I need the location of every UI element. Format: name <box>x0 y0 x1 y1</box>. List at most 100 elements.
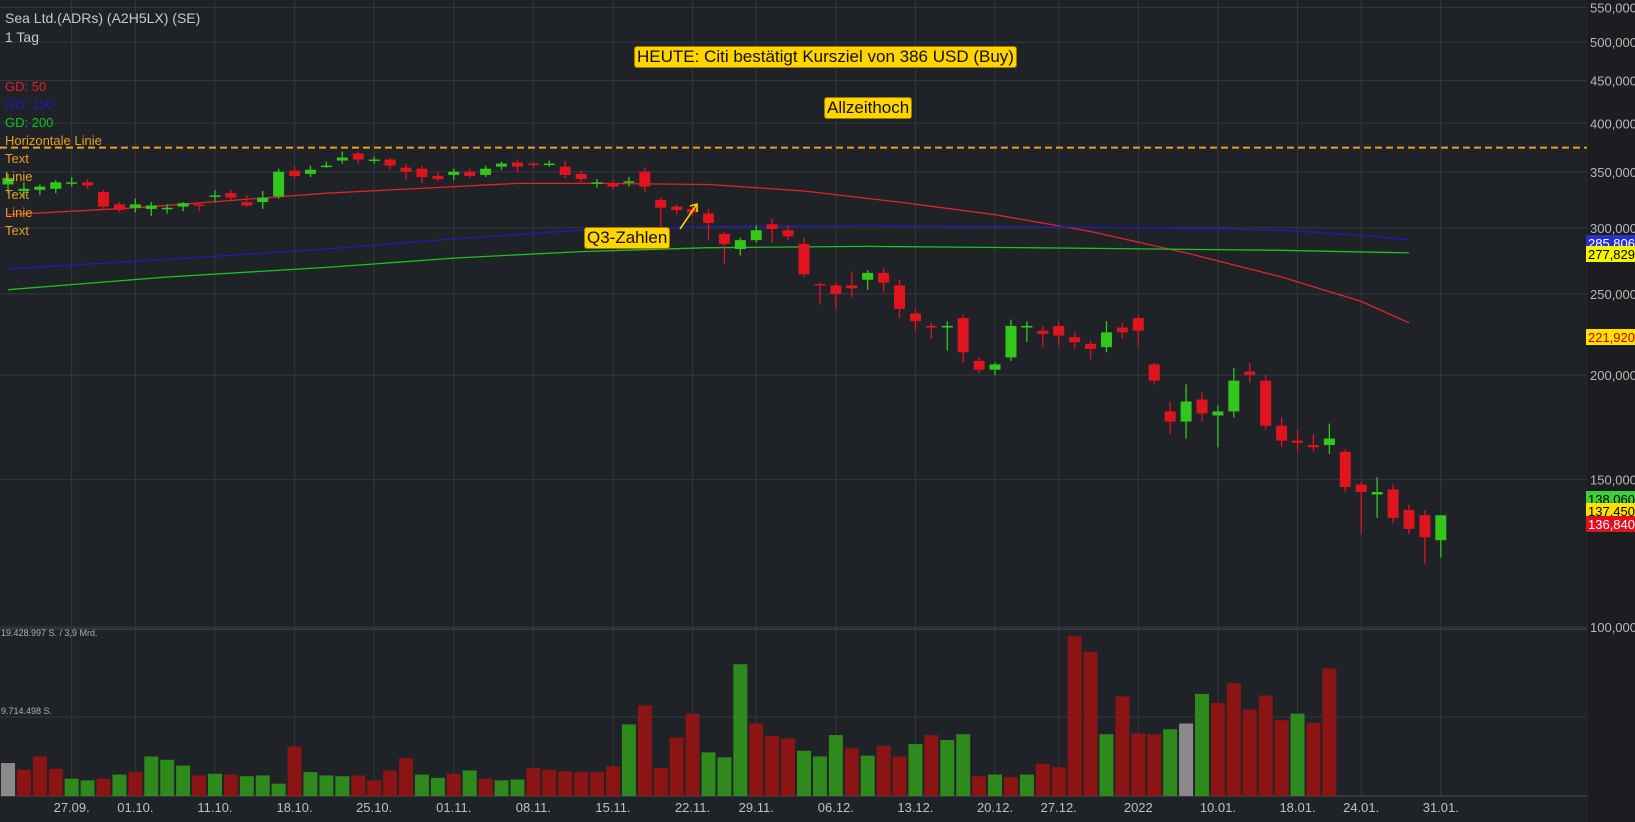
y-tick-label: 350,000 <box>1590 165 1635 180</box>
volume-bar <box>1179 723 1194 796</box>
candle-body <box>718 233 730 244</box>
legend-item: Text <box>5 187 29 202</box>
volume-bar <box>1067 636 1082 796</box>
candle-body <box>1260 380 1272 426</box>
candle-body <box>909 313 921 322</box>
volume-bar <box>685 713 700 796</box>
chart-title: Sea Ltd.(ADRs) (A2H5LX) (SE) <box>5 10 201 26</box>
candle-body <box>973 360 985 370</box>
candle-body <box>496 163 508 167</box>
volume-bar <box>351 775 366 796</box>
volume-bar <box>1051 767 1066 796</box>
volume-bar <box>669 737 684 796</box>
candle-body <box>575 173 587 180</box>
candle-body <box>1419 515 1431 538</box>
candle-body <box>941 325 953 328</box>
volume-bar <box>16 769 31 796</box>
candle-body <box>193 204 205 206</box>
x-tick-label: 24.01. <box>1343 800 1379 815</box>
volume-bar <box>462 770 477 796</box>
x-tick-label: 31.01. <box>1423 800 1459 815</box>
volume-bar <box>494 780 509 796</box>
candle-body <box>320 165 332 168</box>
volume-bar <box>812 756 827 796</box>
volume-bar <box>605 766 620 796</box>
volume-bar <box>255 775 270 796</box>
candle-body <box>1196 399 1208 414</box>
candle-body <box>989 364 1001 370</box>
volume-bar <box>96 778 111 796</box>
candle-body <box>1292 440 1304 443</box>
volume-bar <box>956 734 971 796</box>
volume-bar <box>1226 683 1241 796</box>
volume-bar <box>160 759 175 796</box>
candle-body <box>1164 411 1176 422</box>
candle-body <box>257 197 269 203</box>
candle-body <box>1371 491 1383 495</box>
x-tick-label: 25.10. <box>356 800 392 815</box>
volume-bar <box>972 776 987 796</box>
candle-body <box>591 182 603 184</box>
candle-body <box>82 182 94 186</box>
y-tick-label: 450,000 <box>1590 73 1635 88</box>
candle-body <box>129 204 141 208</box>
annotation-box: Q3-Zahlen <box>584 227 671 249</box>
price-axis-background <box>1588 0 1635 822</box>
volume-bar <box>1099 734 1114 796</box>
candle-body <box>1069 337 1081 343</box>
volume-mid-label: 9.714.498 S. <box>1 706 52 716</box>
candle-body <box>336 157 348 161</box>
annotation-arrow <box>679 203 698 230</box>
candle-body <box>862 272 874 280</box>
volume-bar <box>32 756 47 796</box>
candle-body <box>925 325 937 328</box>
candle-body <box>1037 330 1049 334</box>
volume-max-label: 19.428.997 S. / 3,9 Mrd. <box>1 628 98 638</box>
price-tag-box <box>1586 516 1635 532</box>
x-tick-label: 27.12. <box>1041 800 1077 815</box>
candle-body <box>432 175 444 180</box>
volume-bar <box>574 772 589 796</box>
volume-bar <box>717 757 732 796</box>
candle-body <box>161 207 173 210</box>
volume-bar <box>765 735 780 796</box>
candle-body <box>1053 325 1065 336</box>
candle-body <box>1212 411 1224 416</box>
candle-body <box>798 243 810 275</box>
annotation-box: Allzeithoch <box>824 97 913 119</box>
volume-bar <box>192 775 207 796</box>
volume-bar <box>860 755 875 796</box>
candle-body <box>50 182 62 189</box>
volume-bar <box>1322 668 1337 796</box>
volume-bar <box>1306 722 1321 796</box>
candle-body <box>1228 380 1240 412</box>
candle-body <box>702 213 714 223</box>
x-tick-label: 13.12. <box>897 800 933 815</box>
volume-bar <box>828 735 843 796</box>
candle-body <box>1276 425 1288 441</box>
y-tick-label: 150,000 <box>1590 473 1635 488</box>
volume-bar <box>637 705 652 796</box>
candle-body <box>480 168 492 175</box>
candle-body <box>639 171 651 187</box>
volume-bar <box>621 724 636 796</box>
candle-body <box>1339 451 1351 488</box>
y-tick-label: 100,000 <box>1590 620 1635 635</box>
volume-bar <box>64 778 79 796</box>
annotation-box: HEUTE: Citi bestätigt Kursziel von 386 U… <box>634 46 1017 68</box>
candle-body <box>145 205 157 209</box>
y-tick-label: 200,000 <box>1590 368 1635 383</box>
candle-body <box>543 163 555 166</box>
volume-bar <box>1003 777 1018 796</box>
volume-bar <box>733 664 748 796</box>
candle-body <box>559 166 571 175</box>
candle-body <box>225 193 237 198</box>
volume-bar <box>383 770 398 796</box>
annotation-arrowhead <box>689 202 698 212</box>
volume-bar <box>988 774 1003 796</box>
volume-bar <box>287 746 302 796</box>
volume-bar <box>144 756 159 796</box>
volume-bar <box>924 735 939 796</box>
volume-bar <box>749 723 764 796</box>
